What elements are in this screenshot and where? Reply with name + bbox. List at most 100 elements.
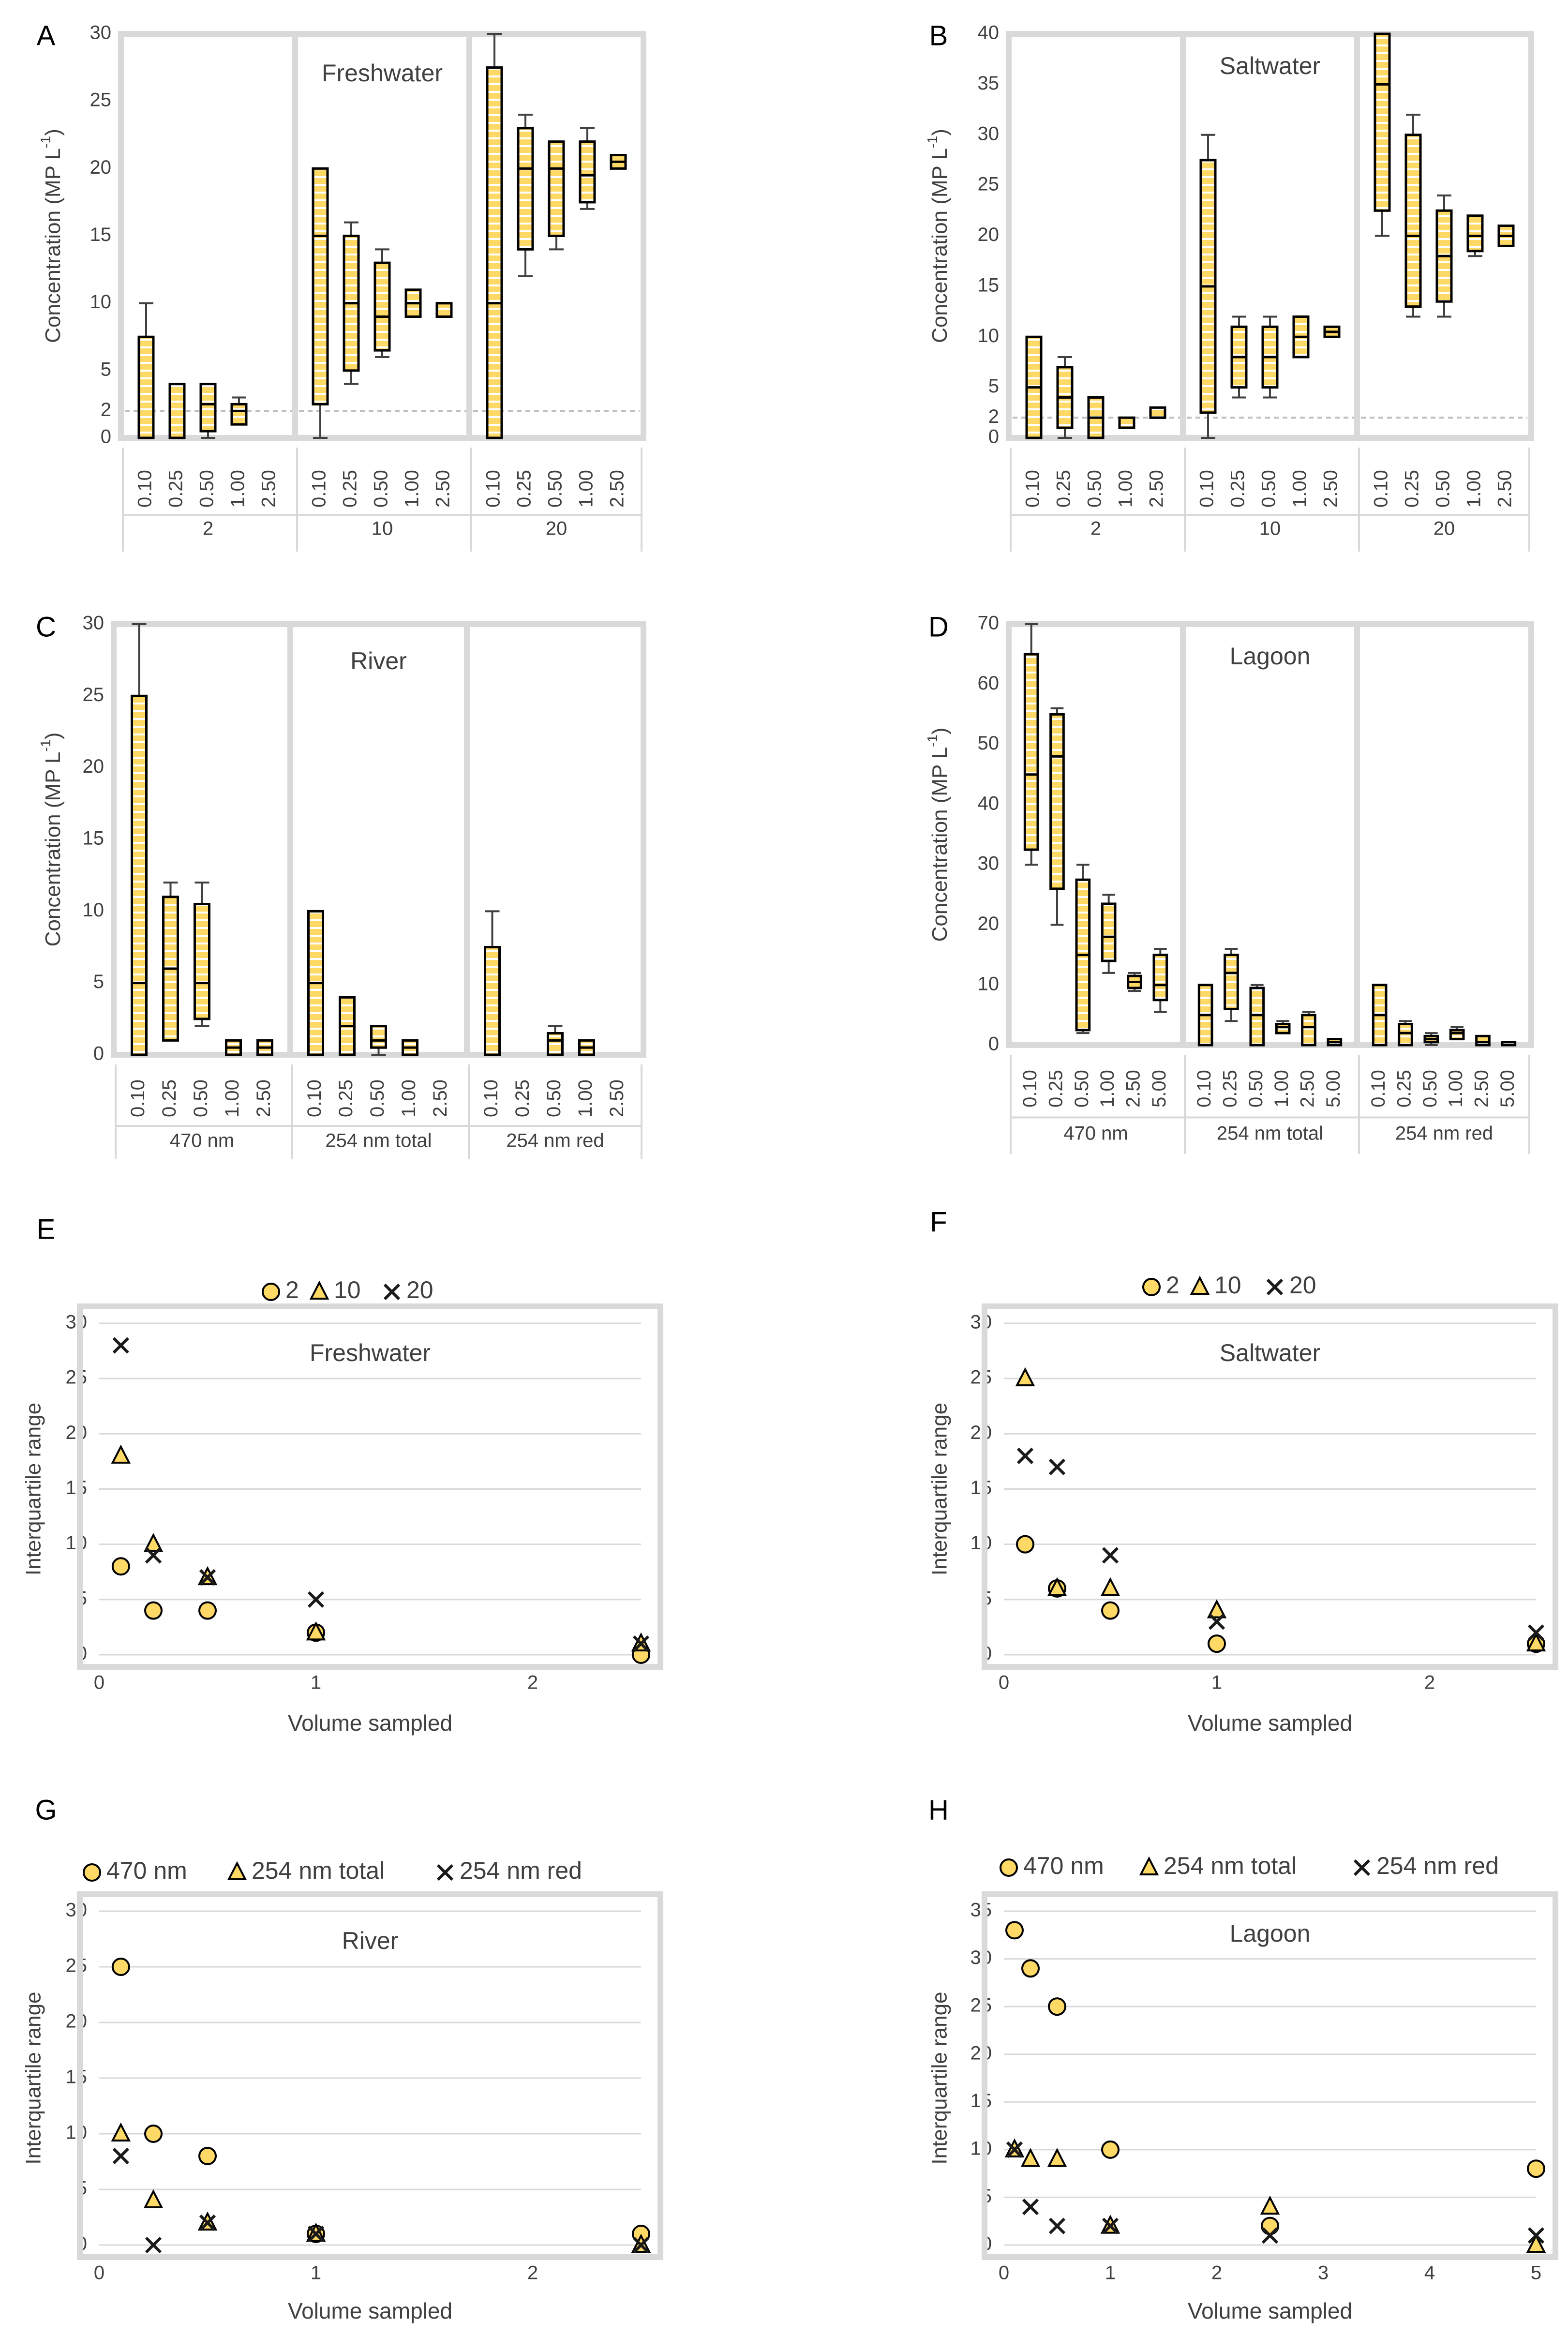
group-label: 2 <box>203 518 213 539</box>
box-iqr <box>1275 1023 1291 1034</box>
y-tick-label: 0 <box>93 1043 104 1064</box>
x-tick-label: 2 <box>1211 2262 1222 2284</box>
group-label: 470 nm <box>1063 1123 1128 1144</box>
plot-frame <box>982 1891 1558 2260</box>
box-plot <box>484 910 501 1056</box>
marker-x <box>1353 1859 1371 1876</box>
panel-letter: D <box>928 611 949 643</box>
panel-letter: C <box>36 611 56 643</box>
category-tick-label: 2.50 <box>258 470 280 508</box>
box-plot <box>256 1039 273 1056</box>
marker-circle <box>144 2125 163 2143</box>
category-tick-label: 0.25 <box>514 470 535 508</box>
legend-label: 470 nm <box>1023 1852 1104 1879</box>
y-tick-label: 20 <box>978 913 1000 934</box>
marker-triangle <box>227 1861 247 1880</box>
marker-triangle <box>143 1533 164 1552</box>
category-tick-label: 0.25 <box>1220 1070 1241 1108</box>
marker-circle <box>1005 1921 1024 1940</box>
series-circle <box>1016 1535 1545 1653</box>
marker-circle <box>83 1863 101 1882</box>
category-tick-label: 1.00 <box>1445 1070 1466 1108</box>
group-label: 2 <box>1090 518 1101 539</box>
box-plot <box>579 127 596 210</box>
x-tick-label: 1 <box>1211 1672 1222 1693</box>
y-tick-label: 20 <box>83 756 105 777</box>
marker-triangle <box>1020 2148 1041 2167</box>
marker-x-stroke <box>145 1547 162 1564</box>
marker-x <box>199 2214 216 2231</box>
marker-x-stroke <box>1353 1859 1371 1876</box>
y-tick-label: 15 <box>66 1477 88 1498</box>
y-tick-label: 25 <box>978 174 1000 195</box>
x-tick-label: 1 <box>311 1672 321 1693</box>
box-iqr <box>137 335 155 439</box>
y-axis-label: Concentration (MP L-1) <box>925 129 952 343</box>
marker-x <box>112 2147 129 2165</box>
category-tick-label: 1.00 <box>402 470 423 508</box>
group-label: 254 nm red <box>1395 1123 1493 1144</box>
y-tick-label: 30 <box>83 613 105 634</box>
y-tick-label: 60 <box>978 673 1000 694</box>
marker-x <box>1266 1278 1284 1296</box>
box-plot <box>131 623 148 1056</box>
panel-letter: A <box>37 20 56 51</box>
plot-frame <box>77 1891 663 2260</box>
marker-circle <box>1208 1634 1226 1653</box>
marker-x-stroke <box>1208 1613 1225 1630</box>
category-tick-label: 1.00 <box>1097 1070 1118 1108</box>
category-tick-label: 2.50 <box>1471 1070 1493 1108</box>
y-tick-label: 25 <box>83 684 105 705</box>
box-plot <box>404 288 422 318</box>
panel-title: Saltwater <box>1220 52 1320 79</box>
box-plot <box>1497 225 1515 247</box>
x-tick-label: 4 <box>1424 2262 1435 2284</box>
marker-x-stroke <box>112 1337 129 1354</box>
y-tick-label: 20 <box>971 1422 992 1443</box>
category-tick-label: 1.00 <box>222 1079 243 1117</box>
box-iqr <box>435 302 453 318</box>
marker-triangle <box>1207 1599 1227 1618</box>
x-tick-label: 1 <box>311 2262 321 2284</box>
category-tick-label: 0.50 <box>545 470 566 508</box>
legend-item: 10 <box>1190 1272 1241 1299</box>
series-x <box>112 2147 650 2254</box>
panel-letter: H <box>928 1794 949 1826</box>
box-plot <box>1398 1020 1413 1047</box>
marker-x <box>1048 2217 1066 2234</box>
marker-x-stroke <box>1048 1458 1066 1475</box>
x-tick-label: 2 <box>527 2262 538 2284</box>
box-iqr <box>579 140 596 204</box>
box-iqr <box>486 66 503 439</box>
y-tick-label: 10 <box>90 291 112 313</box>
title-background <box>310 59 455 91</box>
box-plot <box>1075 864 1091 1034</box>
series-x <box>112 1337 650 1652</box>
category-tick-label: 0.10 <box>1196 470 1218 508</box>
marker-triangle <box>1047 1577 1067 1596</box>
y-tick-label: 10 <box>83 899 105 921</box>
marker-x-stroke <box>1022 2199 1039 2216</box>
box-plot <box>1056 356 1074 439</box>
marker-x <box>436 1864 454 1881</box>
category-tick-label: 1.00 <box>1289 470 1311 508</box>
category-tick-label: 2.50 <box>1494 470 1516 508</box>
series-x <box>1006 2141 1545 2244</box>
y-tick-label: 15 <box>978 274 1000 296</box>
box-plot <box>1374 32 1391 237</box>
box-plot <box>1466 214 1484 257</box>
y-tick-label: 5 <box>988 375 999 397</box>
box-plot <box>1230 315 1248 399</box>
marker-x-stroke <box>199 1569 216 1586</box>
y-tick-label: 35 <box>971 1900 992 1921</box>
marker-circle <box>262 1283 280 1301</box>
marker-x <box>199 1569 216 1586</box>
category-tick-label: 0.50 <box>190 1079 211 1117</box>
legend-label: 254 nm red <box>1376 1852 1499 1879</box>
category-tick-label: 1.00 <box>575 1079 596 1117</box>
category-tick-label: 0.10 <box>1022 470 1044 508</box>
category-tick-label: 0.25 <box>1394 1070 1415 1108</box>
marker-x <box>1102 2217 1119 2234</box>
